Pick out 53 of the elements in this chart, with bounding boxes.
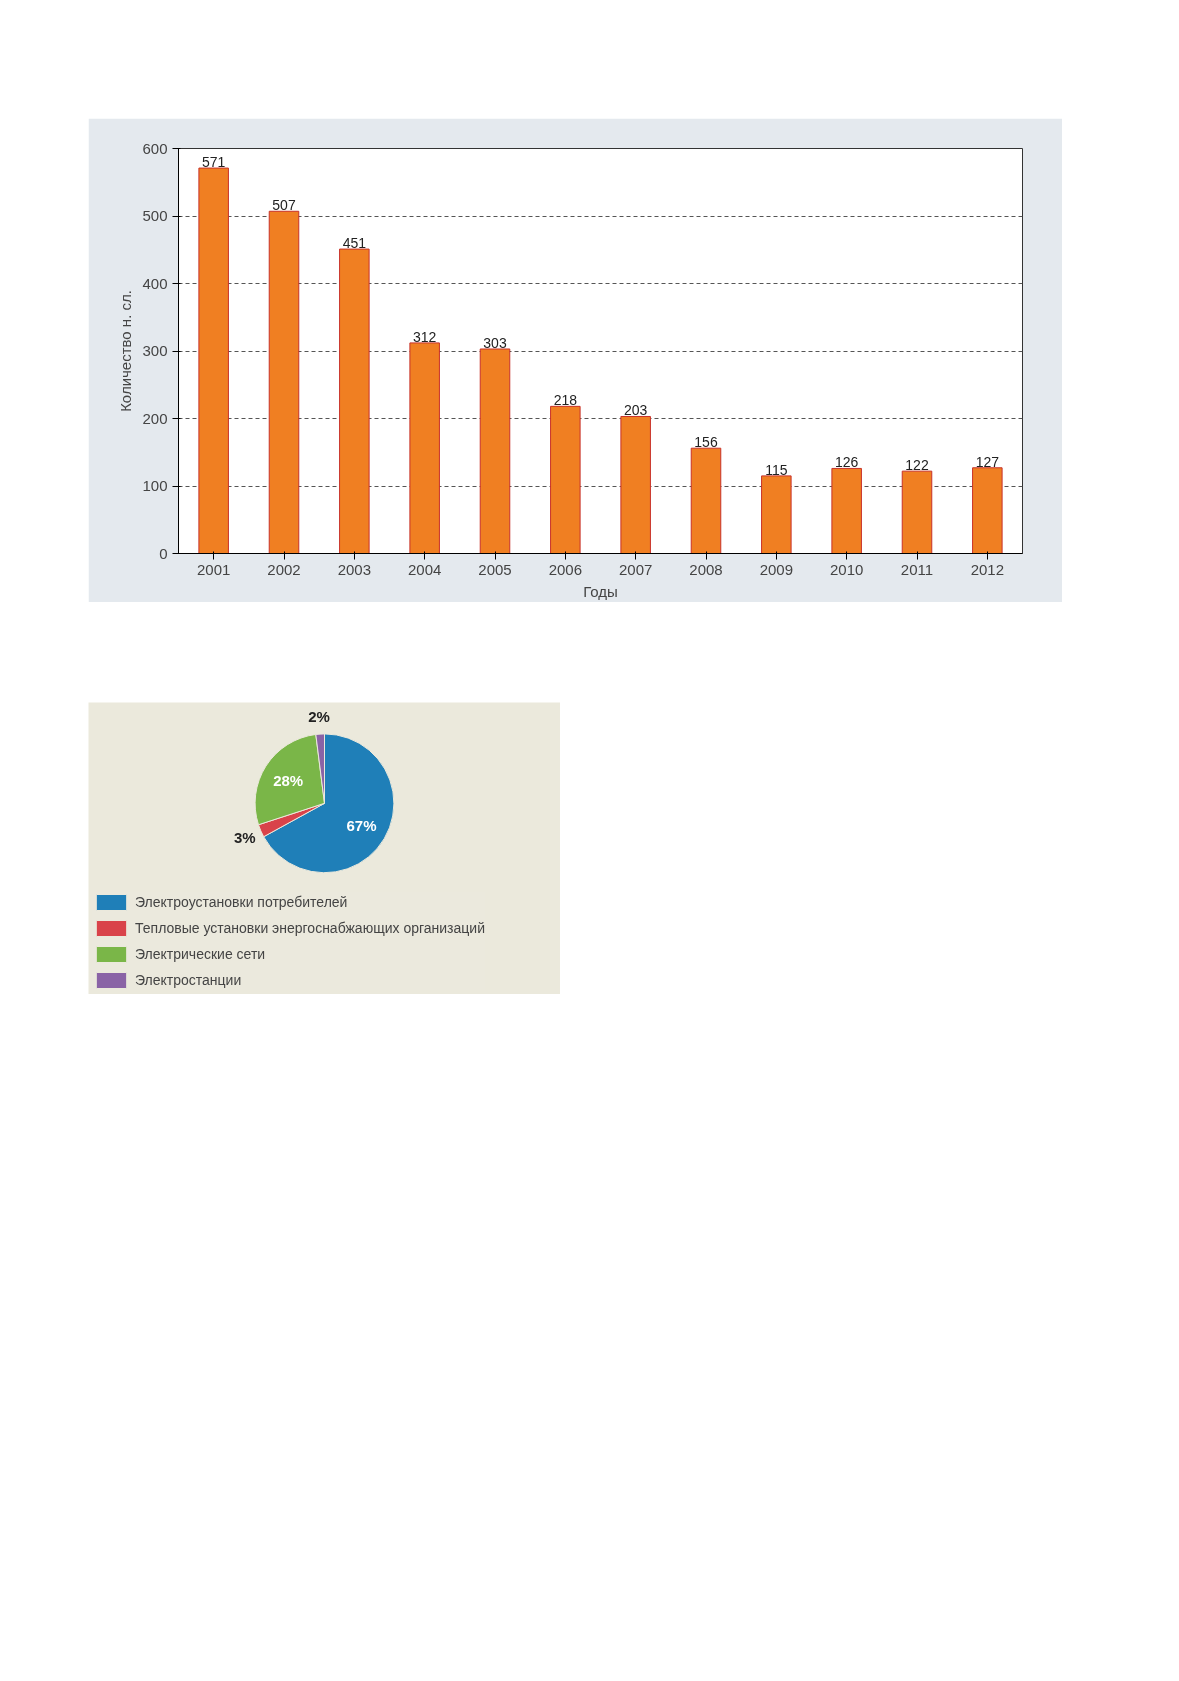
y-tick-label: 300 bbox=[142, 342, 168, 359]
data-label: 122 bbox=[905, 457, 929, 474]
data-label: 156 bbox=[694, 434, 718, 451]
x-tick-label: 2008 bbox=[689, 560, 723, 578]
bar bbox=[409, 342, 440, 554]
y-tick-label: 200 bbox=[142, 409, 168, 427]
bar bbox=[339, 248, 370, 554]
legend-label: Тепловые установки энергоснабжающих организаций bbox=[135, 920, 485, 936]
x-tick-label: 2001 bbox=[196, 560, 231, 578]
data-label: 3% bbox=[234, 829, 256, 847]
data-label: 28% bbox=[273, 771, 304, 789]
data-label: 2% bbox=[308, 708, 330, 726]
data-label: 303 bbox=[483, 334, 507, 351]
bar bbox=[761, 475, 792, 554]
bar bbox=[479, 348, 511, 554]
bar bbox=[550, 405, 581, 554]
data-label: 127 bbox=[975, 453, 1000, 470]
legend-label: Электростанции bbox=[135, 972, 242, 988]
data-label: 126 bbox=[834, 454, 859, 471]
x-tick-label: 2004 bbox=[407, 560, 442, 578]
bar bbox=[268, 210, 300, 554]
x-tick-label: 2011 bbox=[900, 560, 934, 578]
x-tick-label: 2003 bbox=[337, 560, 372, 578]
bar bbox=[901, 470, 933, 554]
bar bbox=[620, 415, 651, 554]
data-label: 312 bbox=[412, 328, 437, 345]
legend-label: Электроустановки потребителей bbox=[135, 894, 348, 910]
data-label: 203 bbox=[623, 402, 648, 419]
bar bbox=[690, 447, 722, 554]
x-tick-label: 2005 bbox=[478, 560, 512, 578]
x-tick-label: 2012 bbox=[970, 560, 1005, 578]
x-tick-label: 2010 bbox=[829, 560, 864, 578]
y-axis-title: Количество н. сл. bbox=[117, 290, 135, 412]
bar bbox=[972, 467, 1003, 554]
x-axis-title: Годы bbox=[583, 582, 618, 600]
data-label: 115 bbox=[765, 461, 788, 478]
y-tick-label: 400 bbox=[142, 274, 168, 292]
data-label: 507 bbox=[272, 197, 296, 214]
legend-label: Электрические сети bbox=[135, 946, 266, 962]
y-tick-label: 0 bbox=[159, 544, 168, 562]
bar bbox=[831, 467, 862, 554]
data-label: 218 bbox=[553, 392, 578, 409]
data-label: 451 bbox=[342, 235, 367, 252]
data-label: 571 bbox=[201, 154, 226, 171]
y-tick-label: 500 bbox=[142, 207, 168, 224]
x-tick-label: 2009 bbox=[759, 560, 794, 578]
bar bbox=[198, 167, 229, 554]
x-tick-label: 2002 bbox=[267, 560, 301, 578]
x-tick-label: 2006 bbox=[548, 560, 583, 578]
x-tick-label: 2007 bbox=[618, 560, 653, 578]
data-label: 67% bbox=[346, 816, 377, 834]
y-tick-label: 600 bbox=[142, 139, 168, 157]
y-tick-label: 100 bbox=[142, 477, 168, 494]
